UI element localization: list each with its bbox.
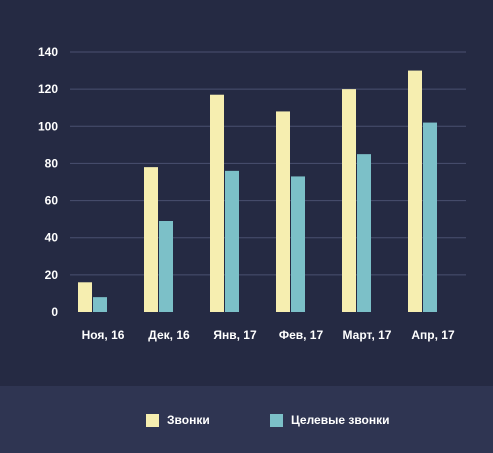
y-tick-label: 140 bbox=[38, 45, 58, 59]
x-tick-label: Март, 17 bbox=[343, 328, 392, 342]
legend-item-calls[interactable]: Звонки bbox=[146, 412, 210, 428]
legend: Звонки Целевые звонки bbox=[0, 386, 493, 453]
bar-calls[interactable] bbox=[210, 94, 224, 312]
legend-item-target-calls[interactable]: Целевые звонки bbox=[270, 412, 390, 428]
bar-target-calls[interactable] bbox=[93, 297, 107, 312]
y-axis-ticks: 0 20 40 60 80 100 120 140 bbox=[38, 45, 58, 319]
bar-calls[interactable] bbox=[342, 89, 356, 313]
bar-target-calls[interactable] bbox=[225, 170, 239, 312]
x-tick-label: Фев, 17 bbox=[279, 328, 324, 342]
y-tick-label: 80 bbox=[45, 156, 59, 170]
x-axis-ticks: Ноя, 16 Дек, 16 Янв, 17 Фев, 17 Март, 17 Апр,… bbox=[82, 328, 455, 342]
bar-target-calls[interactable] bbox=[159, 221, 173, 312]
bar-calls[interactable] bbox=[78, 282, 92, 312]
gridlines bbox=[70, 51, 466, 276]
bar-target-calls[interactable] bbox=[291, 176, 305, 312]
x-tick-label: Дек, 16 bbox=[148, 328, 190, 342]
x-tick-label: Янв, 17 bbox=[213, 328, 257, 342]
bar-calls[interactable] bbox=[276, 111, 290, 312]
y-tick-label: 0 bbox=[51, 305, 58, 319]
legend-label-target-calls: Целевые звонки bbox=[291, 413, 390, 427]
bars bbox=[78, 70, 437, 313]
bar-calls[interactable] bbox=[144, 167, 158, 312]
bar-calls[interactable] bbox=[408, 70, 422, 312]
x-tick-label: Ноя, 16 bbox=[82, 328, 125, 342]
y-tick-label: 20 bbox=[45, 268, 59, 282]
x-tick-label: Апр, 17 bbox=[411, 328, 455, 342]
bar-target-calls[interactable] bbox=[423, 122, 437, 312]
legend-swatch-calls bbox=[146, 413, 159, 427]
bar-chart: 0 20 40 60 80 100 120 140 Ноя, 16 Дек, 16 Янв, 17… bbox=[38, 45, 466, 342]
bar-target-calls[interactable] bbox=[357, 154, 371, 312]
chart-area: 0 20 40 60 80 100 120 140 Ноя, 16 Дек, 16 Янв, 17… bbox=[37, 45, 466, 342]
y-tick-label: 120 bbox=[38, 82, 58, 96]
legend-label-calls: Звонки bbox=[167, 413, 210, 427]
y-tick-label: 40 bbox=[45, 231, 59, 245]
legend-swatch-target-calls bbox=[270, 413, 283, 427]
y-tick-label: 100 bbox=[38, 119, 58, 133]
y-tick-label: 60 bbox=[45, 194, 59, 208]
